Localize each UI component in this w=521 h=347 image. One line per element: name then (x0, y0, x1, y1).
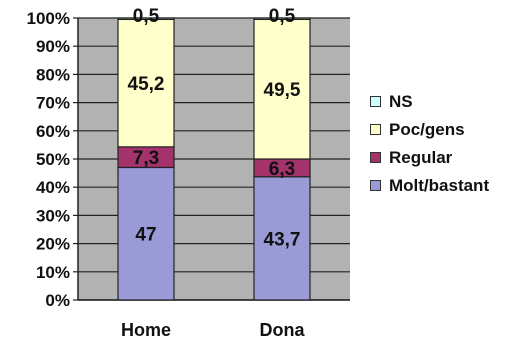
legend-item-molt-bastant: Molt/bastant (370, 172, 521, 199)
data-label: 49,5 (264, 80, 301, 101)
data-label: 0,5 (269, 6, 296, 27)
y-tick-label: 40% (36, 178, 70, 197)
legend-label: Molt/bastant (389, 175, 490, 195)
bar-segment (117, 166, 175, 301)
legend-label: Regular (389, 147, 453, 167)
legend-item-poc-gens: Poc/gens (370, 116, 521, 143)
legend-label: NS (389, 91, 413, 111)
bars: 47 7,3 45,2 0,5 43,7 6,3 49,5 0,5 (117, 6, 311, 301)
y-tick-label: 50% (36, 150, 70, 169)
legend-item-regular: Regular (370, 144, 521, 171)
legend-label: Poc/gens (389, 119, 465, 139)
y-axis: 0% 10% 20% 30% 40% 50% 60% 70% 80% 90% 100% (27, 9, 79, 310)
legend-swatch (370, 152, 381, 163)
data-label: 43,7 (264, 229, 301, 250)
y-tick-label: 80% (36, 65, 70, 84)
data-label: 45,2 (128, 74, 165, 95)
legend-swatch (370, 124, 381, 135)
legend: NS Poc/gens Regular Molt/bastant (370, 88, 521, 200)
x-category-label: Dona (260, 320, 306, 340)
y-tick-label: 100% (27, 9, 70, 28)
y-tick-label: 70% (36, 94, 70, 113)
x-axis: Home Dona (78, 299, 350, 340)
y-tick-label: 10% (36, 263, 70, 282)
bar-segment (117, 17, 175, 21)
y-tick-label: 90% (36, 37, 70, 56)
data-label: 6,3 (269, 159, 295, 180)
bar-segment (253, 18, 311, 160)
legend-item-ns: NS (370, 88, 521, 115)
x-category-label: Home (121, 320, 171, 340)
bar-segment (117, 18, 175, 148)
legend-swatch (370, 96, 381, 107)
y-tick-label: 0% (45, 291, 70, 310)
bar-segment (253, 17, 311, 21)
data-label: 7,3 (133, 148, 159, 169)
y-tick-label: 20% (36, 235, 70, 254)
legend-swatch (370, 180, 381, 191)
y-tick-label: 60% (36, 122, 70, 141)
data-label: 47 (135, 225, 156, 246)
y-tick-label: 30% (36, 206, 70, 225)
data-label: 0,5 (133, 6, 160, 27)
